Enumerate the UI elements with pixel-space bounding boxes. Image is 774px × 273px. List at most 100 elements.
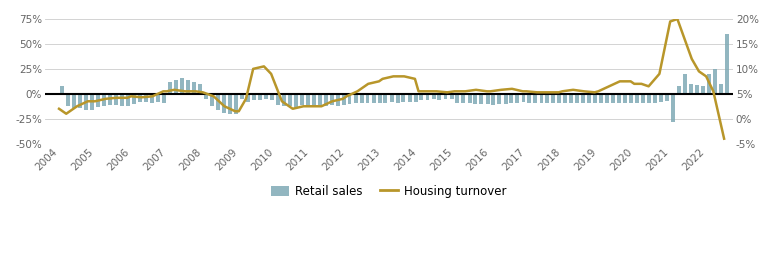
Bar xyxy=(420,94,423,100)
Bar xyxy=(557,94,561,103)
Bar xyxy=(234,94,238,114)
Line: Housing turnover: Housing turnover xyxy=(59,19,724,139)
Bar xyxy=(365,94,369,103)
Bar xyxy=(383,94,388,103)
Bar xyxy=(192,82,196,94)
Bar xyxy=(162,94,166,103)
Bar xyxy=(653,94,657,103)
Bar xyxy=(623,94,627,103)
Bar xyxy=(450,94,454,99)
Bar xyxy=(336,94,340,106)
Housing turnover xyxy=(54,107,63,110)
Bar xyxy=(461,94,465,103)
Bar xyxy=(288,94,292,106)
Bar xyxy=(647,94,651,103)
Bar xyxy=(120,94,124,106)
Bar xyxy=(539,94,543,103)
Bar xyxy=(72,94,76,108)
Bar xyxy=(282,94,286,106)
Bar xyxy=(485,94,489,104)
Bar xyxy=(467,94,471,103)
Bar xyxy=(186,80,190,94)
Bar xyxy=(683,74,687,94)
Bar xyxy=(629,94,633,103)
Bar xyxy=(221,94,226,113)
Bar xyxy=(432,94,436,99)
Bar xyxy=(498,94,502,104)
Bar xyxy=(276,94,279,105)
Bar xyxy=(132,94,135,104)
Bar xyxy=(378,94,382,103)
Bar xyxy=(605,94,609,103)
Bar xyxy=(114,94,118,105)
Bar xyxy=(701,86,705,94)
Bar xyxy=(551,94,555,103)
Bar xyxy=(570,94,574,103)
Bar xyxy=(677,86,681,94)
Bar xyxy=(611,94,615,103)
Bar xyxy=(695,85,699,94)
Bar xyxy=(258,94,262,100)
Bar xyxy=(90,94,94,110)
Bar xyxy=(635,94,639,103)
Bar xyxy=(264,94,268,99)
Bar xyxy=(78,94,82,108)
Housing turnover xyxy=(486,90,495,93)
Bar xyxy=(317,94,322,105)
Bar xyxy=(408,94,412,102)
Bar xyxy=(270,94,274,100)
Bar xyxy=(587,94,591,103)
Bar xyxy=(228,94,231,114)
Bar xyxy=(504,94,508,104)
Bar xyxy=(509,94,513,103)
Bar xyxy=(389,94,393,102)
Bar xyxy=(174,80,178,94)
Legend: Retail sales, Housing turnover: Retail sales, Housing turnover xyxy=(267,180,511,203)
Bar xyxy=(348,94,351,104)
Bar xyxy=(246,94,250,102)
Bar xyxy=(522,94,526,102)
Bar xyxy=(360,94,364,103)
Bar xyxy=(66,94,70,106)
Bar xyxy=(198,84,202,94)
Bar xyxy=(725,34,729,94)
Bar xyxy=(713,69,717,94)
Bar xyxy=(444,94,447,99)
Housing turnover xyxy=(508,87,517,90)
Bar xyxy=(60,86,64,94)
Bar xyxy=(138,94,142,102)
Bar xyxy=(156,94,160,102)
Bar xyxy=(641,94,646,103)
Bar xyxy=(659,94,663,102)
Bar xyxy=(474,94,478,104)
Bar xyxy=(210,94,214,106)
Bar xyxy=(575,94,580,103)
Bar xyxy=(96,94,100,107)
Housing turnover xyxy=(594,90,603,93)
Bar xyxy=(527,94,531,103)
Bar xyxy=(719,84,723,94)
Bar xyxy=(252,94,256,100)
Bar xyxy=(689,84,693,94)
Bar xyxy=(144,94,148,102)
Bar xyxy=(707,74,711,94)
Bar xyxy=(599,94,603,103)
Bar xyxy=(342,94,346,105)
Bar xyxy=(617,94,621,103)
Housing turnover xyxy=(123,96,132,99)
Bar xyxy=(168,82,172,94)
Bar xyxy=(594,94,598,103)
Bar xyxy=(581,94,585,103)
Bar xyxy=(180,78,184,94)
Housing turnover xyxy=(720,137,729,140)
Bar xyxy=(563,94,567,103)
Bar xyxy=(216,94,220,110)
Bar xyxy=(150,94,154,103)
Bar xyxy=(396,94,399,103)
Bar xyxy=(671,94,675,122)
Bar xyxy=(402,94,406,102)
Bar xyxy=(354,94,358,103)
Bar xyxy=(437,94,441,100)
Bar xyxy=(102,94,106,106)
Bar xyxy=(515,94,519,103)
